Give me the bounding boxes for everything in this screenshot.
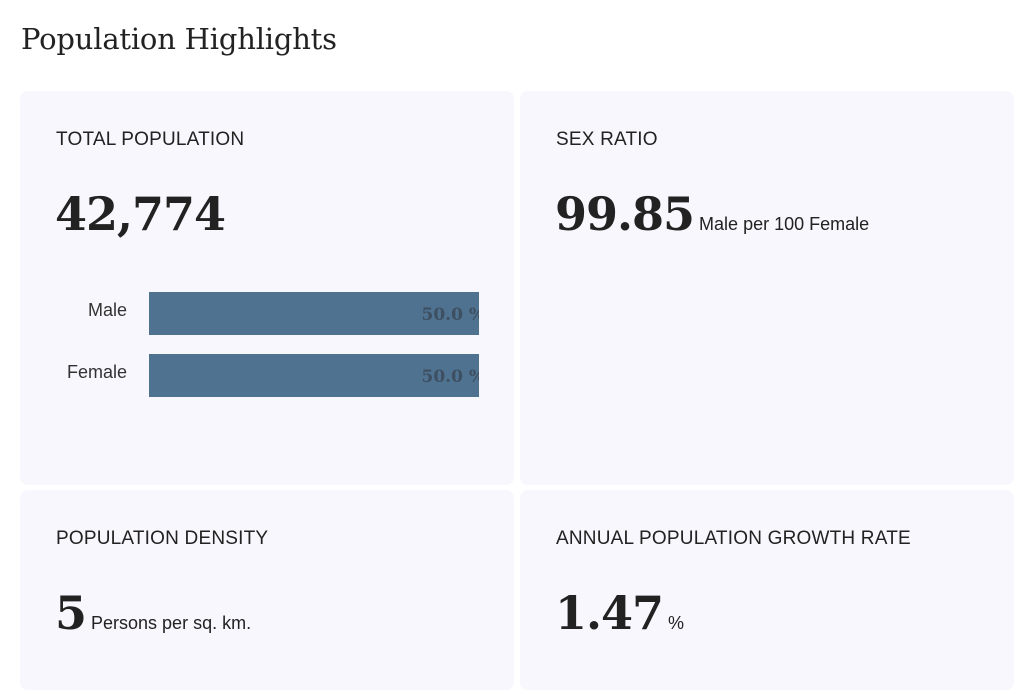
male-bar[interactable] [149,292,479,335]
total-population-label: TOTAL POPULATION [56,129,245,150]
female-bar-track: 50.0 % [149,354,479,397]
male-bar-track: 50.0 % [149,292,479,335]
sex-ratio-stat: 99.85 Male per 100 Female [555,187,869,241]
female-bar-label: Female [66,362,127,382]
female-bar[interactable] [149,354,479,397]
sex-ratio-value: 99.85 [555,187,695,241]
female-bar-row: Female 50.0 % [20,354,514,398]
sex-ratio-unit: Male per 100 Female [699,214,870,234]
page-title: Population Highlights [21,22,337,56]
sex-ratio-label: SEX RATIO [556,129,658,150]
population-density-unit: Persons per sq. km. [91,613,252,633]
growth-rate-value: 1.47 [555,586,664,640]
sex-ratio-card: SEX RATIO 99.85 Male per 100 Female [520,91,1014,485]
male-bar-row: Male 50.0 % [20,292,514,336]
total-population-card: TOTAL POPULATION 42,774 Male 50.0 % Fema… [20,91,514,485]
population-density-value: 5 [55,586,87,640]
female-bar-value: 50.0 % [421,367,479,387]
total-population-stat: 42,774 [55,187,226,241]
male-bar-label: Male [87,300,127,320]
growth-rate-card: ANNUAL POPULATION GROWTH RATE 1.47 % [520,490,1014,690]
growth-rate-label: ANNUAL POPULATION GROWTH RATE [556,528,911,549]
growth-rate-unit: % [668,613,685,633]
population-density-card: POPULATION DENSITY 5 Persons per sq. km. [20,490,514,690]
growth-rate-stat: 1.47 % [555,586,684,640]
population-density-stat: 5 Persons per sq. km. [55,586,251,640]
total-population-value: 42,774 [55,187,226,241]
male-bar-value: 50.0 % [421,305,479,325]
population-density-label: POPULATION DENSITY [56,528,269,549]
